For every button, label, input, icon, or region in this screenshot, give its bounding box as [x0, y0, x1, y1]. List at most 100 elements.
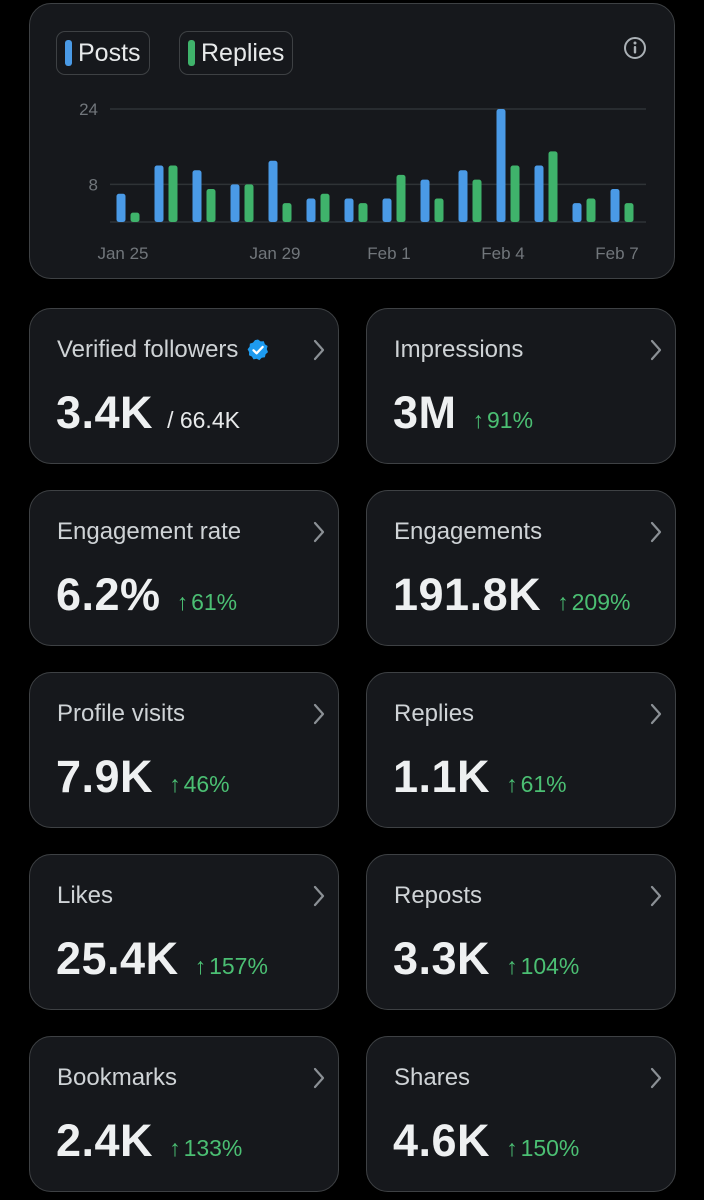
- metric-value: 6.2%: [56, 569, 161, 620]
- metric-label-text: Verified followers: [57, 336, 239, 363]
- verified-badge-icon: [248, 339, 269, 361]
- metric-change: ↑ 61%: [177, 589, 238, 616]
- metric-change-value: 91%: [487, 407, 534, 433]
- metric-value-row: 7.9K ↑ 46%: [56, 751, 230, 803]
- chevron-right-icon: [313, 521, 325, 543]
- up-arrow-icon: ↑: [169, 1135, 181, 1161]
- posts-bar[interactable]: [154, 165, 164, 223]
- posts-bar[interactable]: [230, 184, 240, 222]
- metric-change: ↑ 91%: [473, 407, 534, 434]
- metric-value-row: 6.2% ↑ 61%: [56, 569, 237, 621]
- replies-bar[interactable]: [510, 165, 520, 223]
- metric-card-impressions[interactable]: Impressions 3M ↑ 91%: [366, 308, 676, 464]
- replies-bar[interactable]: [244, 184, 254, 222]
- up-arrow-icon: ↑: [506, 1135, 518, 1161]
- up-arrow-icon: ↑: [194, 953, 207, 979]
- metric-card-reposts[interactable]: Reposts 3.3K ↑ 104%: [366, 854, 676, 1010]
- posts-bar[interactable]: [192, 170, 202, 222]
- y-tick-label: 8: [89, 175, 98, 194]
- legend-posts-toggle[interactable]: Posts: [56, 31, 150, 75]
- up-arrow-icon: ↑: [557, 589, 569, 615]
- legend-posts-label: Posts: [78, 38, 141, 67]
- posts-swatch: [65, 40, 72, 66]
- metric-card-replies[interactable]: Replies 1.1K ↑ 61%: [366, 672, 676, 828]
- metric-change-value: 150%: [520, 1135, 580, 1161]
- chevron-right-icon: [650, 885, 662, 907]
- posts-bar[interactable]: [420, 179, 430, 222]
- chevron-right-icon: [313, 885, 325, 907]
- replies-bar[interactable]: [206, 189, 216, 222]
- metric-change: ↑ 104%: [506, 953, 579, 980]
- chevron-right-icon: [650, 1067, 662, 1089]
- x-tick-label: Feb 7: [595, 244, 638, 263]
- posts-bar[interactable]: [306, 198, 316, 222]
- metric-card-likes[interactable]: Likes 25.4K ↑ 157%: [29, 854, 339, 1010]
- posts-bar[interactable]: [496, 109, 506, 222]
- replies-bar[interactable]: [282, 203, 292, 222]
- metric-card-shares[interactable]: Shares 4.6K ↑ 150%: [366, 1036, 676, 1192]
- posts-bar[interactable]: [116, 193, 126, 222]
- replies-bar[interactable]: [624, 203, 634, 222]
- metric-change-value: 209%: [571, 589, 631, 615]
- posts-bar[interactable]: [268, 160, 278, 222]
- metric-label: Shares: [394, 1064, 471, 1091]
- y-tick-label: 24: [79, 100, 98, 119]
- metric-total: / 66.4K: [167, 407, 240, 433]
- info-icon[interactable]: [623, 36, 647, 60]
- metric-value-row: 3.4K / 66.4K: [56, 387, 240, 439]
- posts-bar[interactable]: [534, 165, 544, 223]
- metric-value-row: 191.8K ↑ 209%: [393, 569, 630, 621]
- metric-value: 7.9K: [56, 751, 154, 802]
- metric-label: Likes: [57, 882, 114, 909]
- x-tick-label: Feb 4: [481, 244, 524, 263]
- metric-label: Reposts: [394, 882, 483, 909]
- metric-value-row: 1.1K ↑ 61%: [393, 751, 567, 803]
- chevron-right-icon: [650, 703, 662, 725]
- metric-card-engagements[interactable]: Engagements 191.8K ↑ 209%: [366, 490, 676, 646]
- x-tick-label: Jan 29: [249, 244, 300, 263]
- metric-card-profile-visits[interactable]: Profile visits 7.9K ↑ 46%: [29, 672, 339, 828]
- replies-bar[interactable]: [548, 151, 558, 222]
- posts-bar[interactable]: [572, 203, 582, 222]
- metric-card-bookmarks[interactable]: Bookmarks 2.4K ↑ 133%: [29, 1036, 339, 1192]
- x-tick-label: Jan 25: [97, 244, 148, 263]
- metric-label: Replies: [394, 700, 475, 727]
- posts-bar[interactable]: [610, 189, 620, 222]
- metric-value: 3.3K: [393, 933, 491, 984]
- replies-bar[interactable]: [586, 198, 596, 222]
- metric-change: ↑ 46%: [169, 771, 230, 798]
- replies-bar[interactable]: [130, 212, 140, 222]
- metric-card-verified-followers[interactable]: Verified followers 3.4K / 66.4K: [29, 308, 339, 464]
- posts-bar[interactable]: [382, 198, 392, 222]
- metric-card-engagement-rate[interactable]: Engagement rate 6.2% ↑ 61%: [29, 490, 339, 646]
- up-arrow-icon: ↑: [506, 953, 518, 979]
- up-arrow-icon: ↑: [506, 771, 518, 797]
- metric-change-value: 61%: [191, 589, 238, 615]
- metric-change-value: 133%: [183, 1135, 243, 1161]
- bar-chart: 8 24 Jan 25 Jan 29 Feb 1 Feb 4 Feb 7: [79, 100, 646, 263]
- metric-change: ↑ 209%: [557, 589, 630, 616]
- metric-value: 25.4K: [56, 933, 179, 984]
- metric-change: ↑ 133%: [169, 1135, 242, 1162]
- posts-bar[interactable]: [344, 198, 354, 222]
- metric-value: 3.4K: [56, 387, 154, 438]
- metric-value: 4.6K: [393, 1115, 491, 1166]
- replies-bar[interactable]: [168, 165, 178, 223]
- legend-replies-toggle[interactable]: Replies: [179, 31, 294, 75]
- metric-label: Profile visits: [57, 700, 186, 727]
- replies-bar[interactable]: [472, 179, 482, 222]
- metric-value-row: 4.6K ↑ 150%: [393, 1115, 579, 1167]
- metric-change: ↑ 61%: [506, 771, 567, 798]
- metric-label: Engagement rate: [57, 518, 242, 545]
- replies-bar[interactable]: [434, 198, 444, 222]
- up-arrow-icon: ↑: [472, 407, 485, 433]
- metric-value: 2.4K: [56, 1115, 154, 1166]
- metric-value-row: 3M ↑ 91%: [393, 387, 533, 439]
- metric-label: Impressions: [394, 336, 524, 363]
- posts-bar[interactable]: [458, 170, 468, 222]
- metric-change-value: 46%: [183, 771, 230, 797]
- legend-replies-label: Replies: [201, 38, 285, 67]
- replies-bar[interactable]: [358, 203, 368, 222]
- replies-bar[interactable]: [396, 174, 406, 222]
- replies-bar[interactable]: [320, 193, 330, 222]
